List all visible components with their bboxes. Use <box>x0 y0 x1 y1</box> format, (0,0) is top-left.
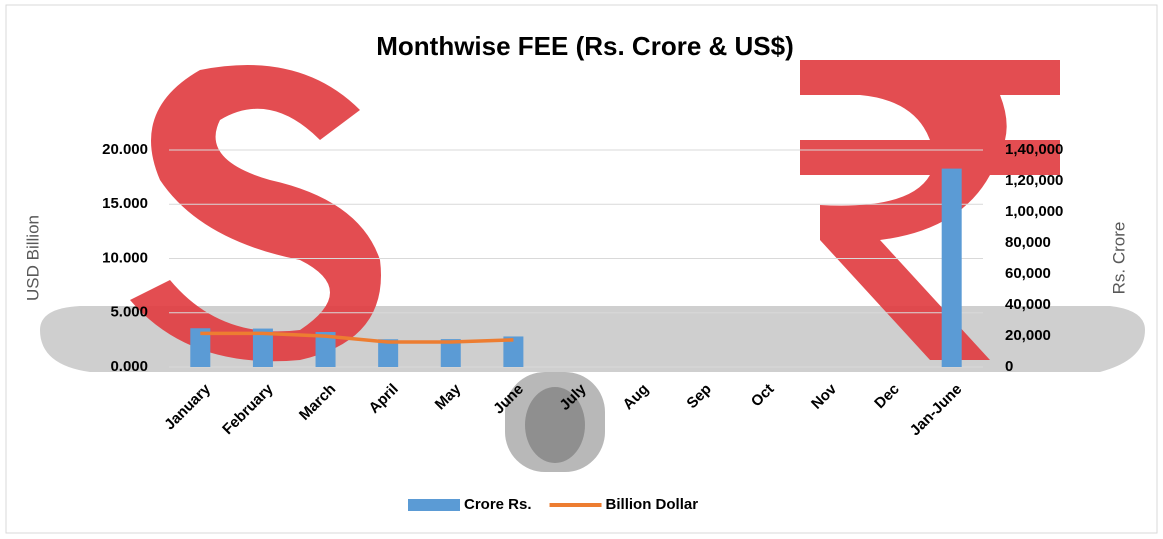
y2-tick-label: 80,000 <box>1005 234 1051 251</box>
chart-title: Monthwise FEE (Rs. Crore & US$) <box>376 31 794 61</box>
y2-tick-label: 1,20,000 <box>1005 172 1063 189</box>
bar <box>378 339 399 367</box>
y-tick-label: 15.000 <box>102 195 148 212</box>
bar <box>252 328 273 367</box>
bar <box>190 328 211 367</box>
legend-label: Billion Dollar <box>606 496 699 513</box>
legend-swatch <box>408 499 460 511</box>
y2-tick-label: 20,000 <box>1005 327 1051 344</box>
bar <box>503 336 524 367</box>
y2-tick-label: 0 <box>1005 358 1013 375</box>
bar <box>941 168 962 367</box>
line <box>200 331 514 344</box>
y-tick-label: 10.000 <box>102 249 148 266</box>
y-tick-label: 5.000 <box>110 304 148 321</box>
bar <box>315 331 336 367</box>
y2-tick-label: 60,000 <box>1005 265 1051 282</box>
y2-tick-label: 1,00,000 <box>1005 203 1063 220</box>
y-tick-label: 20.000 <box>102 141 148 158</box>
y-tick-label: 0.000 <box>110 358 148 375</box>
y-axis-title: USD Billion <box>23 215 42 301</box>
dollar-shape <box>130 65 381 362</box>
y2-tick-label: 1,40,000 <box>1005 141 1063 158</box>
support-hole <box>525 387 585 463</box>
grid <box>169 149 983 368</box>
y2-tick-label: 40,000 <box>1005 296 1051 313</box>
bar <box>440 339 461 367</box>
y2-axis-title: Rs. Crore <box>1109 222 1128 295</box>
legend-label: Crore Rs. <box>464 496 532 513</box>
rupee-shape <box>800 60 1060 360</box>
